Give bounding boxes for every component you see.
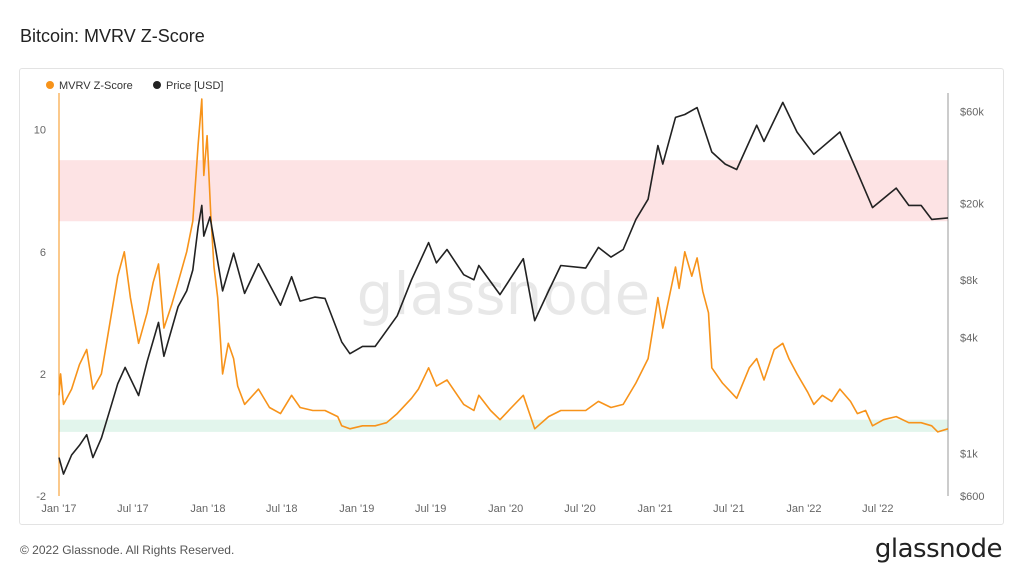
- mvrv-line: [58, 98, 949, 433]
- legend-mvrv-label: MVRV Z-Score: [59, 80, 133, 92]
- glassnode-logo[interactable]: glassnode: [874, 534, 1003, 564]
- x-tick-label: Jan '18: [190, 503, 225, 515]
- right-tick-label: $8k: [960, 275, 978, 287]
- mvrv-price-chart: glassnode 10 6 2 -2 $60k $20k $8k $4k $1k $600 Jan …: [34, 80, 985, 515]
- legend-mvrv-marker: [46, 81, 54, 89]
- left-tick-label: 6: [40, 247, 46, 259]
- right-tick-label: $60k: [960, 107, 984, 119]
- legend-price-label: Price [USD]: [166, 80, 223, 92]
- page-title: Bitcoin: MVRV Z-Score: [20, 26, 205, 46]
- price-line: [58, 101, 949, 475]
- x-tick-label: Jul '22: [862, 503, 893, 515]
- copyright-text: © 2022 Glassnode. All Rights Reserved.: [20, 543, 235, 557]
- left-tick-label: 10: [34, 125, 46, 137]
- x-tick-label: Jul '17: [117, 503, 148, 515]
- x-tick-label: Jan '19: [339, 503, 374, 515]
- left-tick-label: -2: [36, 491, 46, 503]
- legend-price-marker: [153, 81, 161, 89]
- x-tick-label: Jul '21: [713, 503, 744, 515]
- right-tick-label: $20k: [960, 198, 984, 210]
- bottom-band: [59, 419, 948, 432]
- x-tick-label: Jul '20: [564, 503, 595, 515]
- left-tick-label: 2: [40, 369, 46, 381]
- x-tick-label: Jan '17: [41, 503, 76, 515]
- x-tick-label: Jan '20: [488, 503, 523, 515]
- x-tick-label: Jul '18: [266, 503, 297, 515]
- top-band: [59, 160, 948, 222]
- watermark: glassnode: [357, 260, 651, 328]
- chart-card: glassnode 10 6 2 -2 $60k $20k $8k $4k $1k $600 Jan …: [19, 68, 1004, 525]
- right-tick-label: $600: [960, 491, 984, 503]
- x-tick-label: Jul '19: [415, 503, 446, 515]
- right-tick-label: $1k: [960, 448, 978, 460]
- x-tick-label: Jan '21: [637, 503, 672, 515]
- x-tick-label: Jan '22: [786, 503, 821, 515]
- right-tick-label: $4k: [960, 333, 978, 345]
